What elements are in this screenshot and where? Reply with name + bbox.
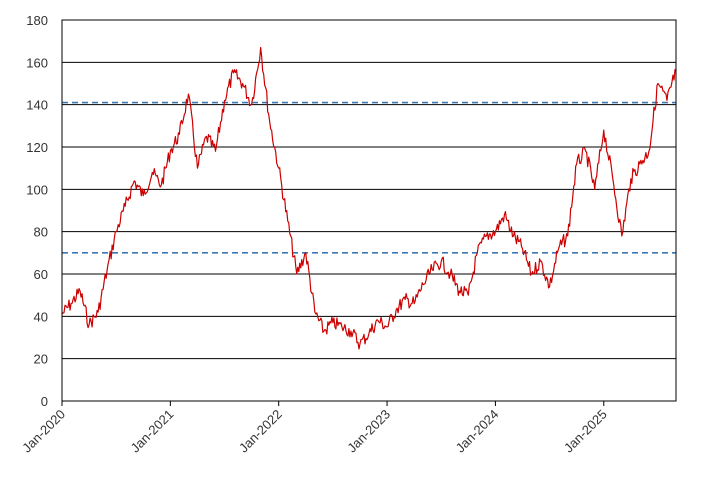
x-tick-label: Jan-2024 [453,407,502,456]
y-tick-label: 160 [26,55,48,70]
x-tick-label: Jan-2023 [344,407,393,456]
y-tick-label: 40 [34,309,48,324]
reference-lines [62,101,676,254]
y-tick-label: 140 [26,98,48,113]
series-line [61,46,677,350]
y-tick-label: 60 [34,267,48,282]
gridlines [62,19,676,360]
axes [61,19,677,406]
y-tick-label: 120 [26,140,48,155]
x-tick-label: Jan-2022 [236,407,285,456]
x-tick-label: Jan-2025 [561,407,610,456]
y-tick-label: 100 [26,182,48,197]
y-tick-label: 20 [34,352,48,367]
x-tick-label: Jan-2021 [128,407,177,456]
y-tick-labels: 0 20 40 60 80 100 120 140 160 180 [26,13,48,409]
y-tick-label: 0 [41,394,48,409]
y-tick-label: 80 [34,225,48,240]
x-tick-labels: Jan-2020 Jan-2021 Jan-2022 Jan-2023 Jan-2024… [19,407,610,456]
series-layer [61,46,677,350]
y-tick-label: 180 [26,13,48,28]
x-tick-label: Jan-2020 [19,407,68,456]
plot-area-border [61,19,677,402]
